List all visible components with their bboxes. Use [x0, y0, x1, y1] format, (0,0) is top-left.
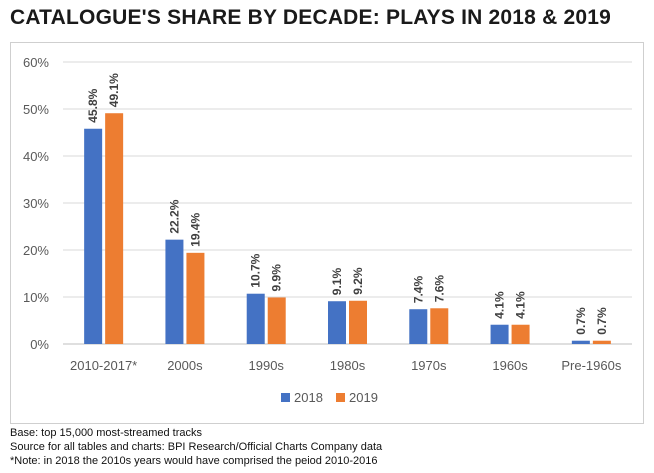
legend-swatch-2018	[281, 393, 290, 402]
data-label: 9.1%	[330, 268, 344, 296]
y-tick-label: 60%	[23, 55, 49, 70]
bar-2018-Pre1960s	[571, 340, 590, 344]
bar-2018-1980s	[328, 301, 346, 344]
data-label: 49.1%	[107, 73, 121, 107]
bar-2019-2000s	[186, 252, 205, 344]
data-label: 0.7%	[574, 307, 588, 335]
bar-2018-2000s	[165, 239, 184, 344]
footnotes: Base: top 15,000 most-streamed tracks So…	[10, 426, 382, 468]
bar-2018-20102017	[84, 128, 103, 344]
data-label: 0.7%	[595, 307, 609, 335]
x-tick-label: 1960s	[492, 358, 528, 373]
y-tick-label: 20%	[23, 243, 49, 258]
bar-2019-20102017	[105, 113, 124, 344]
x-tick-label: 1980s	[330, 358, 366, 373]
y-tick-label: 30%	[23, 196, 49, 211]
bar-2019-1960s	[511, 324, 530, 344]
data-label: 7.4%	[411, 276, 425, 304]
bar-2018-1990s	[246, 293, 265, 344]
x-tick-label: 1970s	[411, 358, 447, 373]
page-title: CATALOGUE'S SHARE BY DECADE: PLAYS IN 20…	[10, 6, 612, 29]
y-tick-label: 40%	[23, 149, 49, 164]
data-label: 4.1%	[493, 291, 507, 319]
data-label: 22.2%	[167, 199, 181, 233]
data-label: 19.4%	[188, 212, 202, 246]
y-tick-label: 10%	[23, 290, 49, 305]
data-label: 45.8%	[86, 88, 100, 122]
legend-label-2018: 2018	[294, 390, 323, 405]
bar-2018-1970s	[409, 309, 428, 344]
data-label: 7.6%	[432, 275, 446, 303]
data-label: 10.7%	[249, 253, 263, 287]
footnote-note: *Note: in 2018 the 2010s years would hav…	[10, 455, 378, 467]
legend-label-2019: 2019	[349, 390, 378, 405]
y-tick-label: 0%	[30, 337, 49, 352]
y-tick-label: 50%	[23, 102, 49, 117]
x-tick-label: Pre-1960s	[561, 358, 621, 373]
x-tick-label: 2010-2017*	[70, 358, 137, 373]
data-label: 9.9%	[270, 264, 284, 292]
bar-2019-1990s	[267, 297, 286, 344]
bar-2019-1970s	[430, 308, 449, 344]
bar-2019-1980s	[349, 300, 367, 344]
bar-2019-Pre1960s	[592, 340, 611, 344]
footnote-base: Base: top 15,000 most-streamed tracks	[10, 427, 202, 439]
data-label: 4.1%	[514, 291, 528, 319]
legend-swatch-2019	[336, 393, 345, 402]
x-tick-label: 1990s	[249, 358, 285, 373]
footnote-source: Source for all tables and charts: BPI Re…	[10, 441, 383, 453]
data-label: 9.2%	[351, 267, 365, 295]
bar-2018-1960s	[490, 324, 509, 344]
x-tick-label: 2000s	[167, 358, 203, 373]
